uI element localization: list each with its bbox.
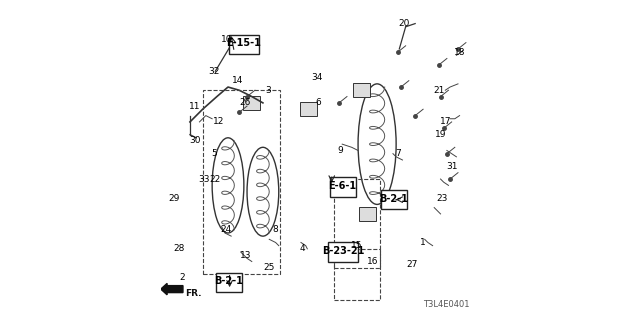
Text: 8: 8 [273, 225, 278, 234]
Text: T3L4E0401: T3L4E0401 [422, 300, 469, 309]
Bar [203, 90, 280, 274]
FancyBboxPatch shape [243, 96, 260, 110]
Text: E-15-1: E-15-1 [227, 38, 261, 48]
Text: 13: 13 [240, 251, 252, 260]
Text: 19: 19 [435, 130, 446, 139]
FancyBboxPatch shape [381, 190, 406, 210]
Text: 15: 15 [351, 241, 362, 250]
FancyBboxPatch shape [353, 83, 370, 97]
Text: 10: 10 [221, 35, 232, 44]
Text: 2: 2 [179, 273, 185, 282]
Text: 12: 12 [213, 117, 224, 126]
Text: 30: 30 [189, 136, 200, 146]
Text: 11: 11 [189, 101, 200, 111]
Text: B-23-21: B-23-21 [322, 246, 364, 256]
FancyBboxPatch shape [330, 178, 356, 197]
FancyBboxPatch shape [216, 273, 242, 292]
Text: 20: 20 [398, 19, 410, 28]
Text: 3: 3 [265, 86, 271, 95]
Text: B-2-1: B-2-1 [380, 194, 408, 204]
Bar [334, 249, 380, 300]
Text: 33: 33 [198, 174, 210, 184]
FancyBboxPatch shape [328, 243, 358, 262]
Text: 26: 26 [240, 99, 251, 108]
Text: 4: 4 [300, 244, 305, 253]
Text: 23: 23 [436, 194, 448, 203]
Text: 22: 22 [210, 174, 221, 184]
Text: 28: 28 [173, 244, 184, 253]
Text: 24: 24 [221, 225, 232, 234]
Text: FR.: FR. [185, 289, 202, 298]
Text: 21: 21 [433, 86, 445, 95]
FancyArrow shape [161, 284, 183, 295]
Text: 25: 25 [264, 263, 275, 272]
Text: 17: 17 [440, 117, 451, 126]
Text: 7: 7 [395, 149, 401, 158]
Text: 9: 9 [338, 146, 344, 155]
Text: B-2-1: B-2-1 [214, 276, 243, 286]
Text: 31: 31 [446, 162, 458, 171]
Text: 18: 18 [454, 48, 465, 57]
Text: 27: 27 [406, 260, 418, 269]
Text: 16: 16 [367, 257, 378, 266]
Text: 32: 32 [208, 67, 220, 76]
FancyBboxPatch shape [228, 35, 259, 54]
Text: E-6-1: E-6-1 [328, 181, 356, 191]
Text: 29: 29 [168, 194, 180, 203]
Text: 1: 1 [420, 238, 426, 247]
FancyBboxPatch shape [359, 207, 376, 221]
Text: 5: 5 [211, 149, 216, 158]
FancyBboxPatch shape [300, 102, 317, 116]
Text: 14: 14 [232, 76, 243, 85]
Bar [334, 179, 380, 268]
Text: 6: 6 [316, 99, 321, 108]
Text: 34: 34 [311, 73, 323, 82]
